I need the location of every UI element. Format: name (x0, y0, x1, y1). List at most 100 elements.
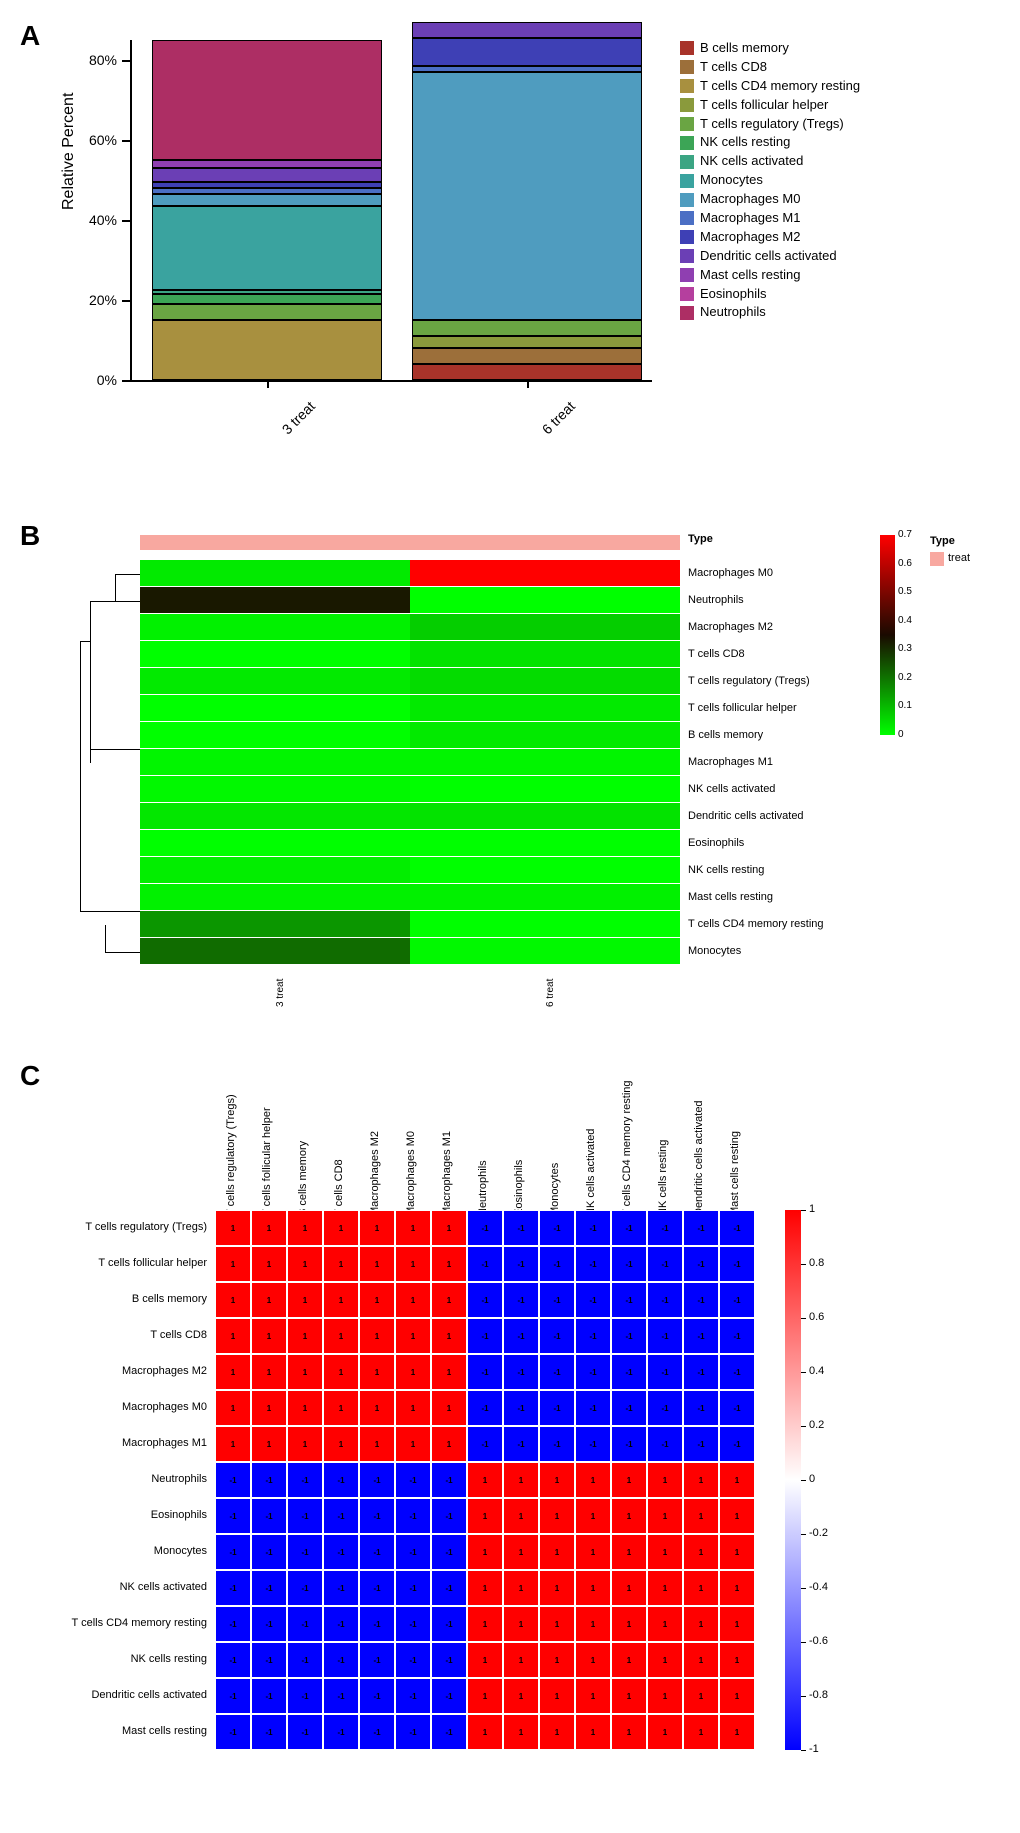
corr-cell: 1 (467, 1570, 503, 1606)
corr-cell: -1 (395, 1714, 431, 1750)
corr-cell: -1 (539, 1318, 575, 1354)
corr-cell: 1 (683, 1714, 719, 1750)
corr-cell: 1 (539, 1642, 575, 1678)
colorbar-tick-mark (801, 1642, 806, 1643)
corr-cell: 1 (683, 1462, 719, 1498)
heatmap-cell (410, 776, 680, 802)
corr-cell: 1 (575, 1534, 611, 1570)
heatmap-row (140, 722, 680, 748)
heatmap-cell (140, 776, 410, 802)
corr-cell: -1 (683, 1282, 719, 1318)
corr-cell: 1 (359, 1246, 395, 1282)
panel-a-legend: B cells memoryT cells CD8T cells CD4 mem… (680, 40, 860, 323)
corr-cell: 1 (431, 1210, 467, 1246)
bar-segment (412, 336, 642, 348)
legend-label: Neutrophils (700, 304, 766, 321)
heatmap-row-label: Macrophages M2 (688, 621, 773, 633)
corr-cell: -1 (431, 1498, 467, 1534)
corr-cell: -1 (683, 1426, 719, 1462)
heatmap-row-label: NK cells resting (688, 864, 764, 876)
dendrogram-line (115, 574, 140, 575)
bar-segment (152, 160, 382, 168)
corr-cell: 1 (719, 1570, 755, 1606)
panel-a-label: A (20, 20, 40, 52)
legend-label: Monocytes (700, 172, 763, 189)
corr-cell: 1 (251, 1210, 287, 1246)
legend-label: Eosinophils (700, 286, 767, 303)
corr-cell: -1 (683, 1210, 719, 1246)
heatmap-cell (140, 884, 410, 910)
corr-colorbar (785, 1210, 801, 1750)
legend-label: T cells follicular helper (700, 97, 828, 114)
legend-item: Dendritic cells activated (680, 248, 860, 265)
x-tick (527, 380, 529, 388)
dendrogram-line (90, 749, 140, 750)
corr-cell: -1 (503, 1282, 539, 1318)
bar-segment (152, 294, 382, 304)
corr-cell: -1 (395, 1498, 431, 1534)
corr-col-label: T cells CD4 memory resting (621, 1081, 633, 1217)
corr-cell: 1 (647, 1570, 683, 1606)
corr-cell: -1 (359, 1534, 395, 1570)
panel-b-label: B (20, 520, 40, 552)
corr-cell: 1 (503, 1534, 539, 1570)
legend-label: Mast cells resting (700, 267, 800, 284)
legend-swatch (680, 230, 694, 244)
corr-cell: -1 (539, 1390, 575, 1426)
heatmap-cell (410, 560, 680, 586)
y-tick-label: 20% (77, 292, 117, 308)
heatmap-row-label: B cells memory (688, 729, 763, 741)
heatmap-cell (410, 830, 680, 856)
corr-row-label: T cells CD8 (60, 1329, 207, 1341)
heatmap-row (140, 641, 680, 667)
corr-cell: -1 (395, 1534, 431, 1570)
legend-swatch (680, 211, 694, 225)
corr-cell: -1 (611, 1210, 647, 1246)
corr-cell: 1 (467, 1678, 503, 1714)
corr-cell: -1 (647, 1318, 683, 1354)
corr-cell: -1 (647, 1426, 683, 1462)
corr-row-label: NK cells activated (60, 1581, 207, 1593)
legend-item: Mast cells resting (680, 267, 860, 284)
y-tick-label: 40% (77, 212, 117, 228)
corr-cell: -1 (683, 1318, 719, 1354)
y-tick (122, 140, 132, 142)
corr-cell: -1 (323, 1534, 359, 1570)
heatmap-row (140, 884, 680, 910)
legend-item: NK cells activated (680, 153, 860, 170)
corr-cell: -1 (251, 1498, 287, 1534)
bar-segment (152, 194, 382, 206)
corr-cell: -1 (395, 1606, 431, 1642)
corr-cell: -1 (611, 1426, 647, 1462)
corr-cell: 1 (215, 1390, 251, 1426)
corr-cell: 1 (431, 1426, 467, 1462)
corr-row-label: Neutrophils (60, 1473, 207, 1485)
corr-cell: 1 (215, 1282, 251, 1318)
colorbar-tick-mark (801, 1480, 806, 1481)
corr-cell: -1 (215, 1642, 251, 1678)
heatmap-row-label: Macrophages M0 (688, 567, 773, 579)
y-tick-label: 0% (77, 372, 117, 388)
corr-cell: 1 (251, 1282, 287, 1318)
dendrogram-line (105, 925, 106, 952)
corr-cell: 1 (503, 1570, 539, 1606)
heatmap-row (140, 560, 680, 586)
type-legend-label: treat (948, 552, 970, 564)
heatmap-row (140, 776, 680, 802)
colorbar-tick-label: -1 (809, 1743, 819, 1755)
bar-segment (412, 72, 642, 320)
corr-cell: -1 (575, 1354, 611, 1390)
colorbar-tick: 0.4 (898, 615, 912, 626)
legend-swatch (680, 174, 694, 188)
corr-cell: -1 (467, 1210, 503, 1246)
corr-cell: 1 (611, 1606, 647, 1642)
heatmap-cell (140, 695, 410, 721)
corr-cell: 1 (575, 1462, 611, 1498)
corr-cell: 1 (683, 1642, 719, 1678)
corr-cell: 1 (647, 1678, 683, 1714)
corr-cell: 1 (503, 1642, 539, 1678)
corr-cell: -1 (647, 1282, 683, 1318)
corr-cell: 1 (575, 1714, 611, 1750)
legend-swatch (680, 193, 694, 207)
colorbar-tick: 0.7 (898, 529, 912, 540)
